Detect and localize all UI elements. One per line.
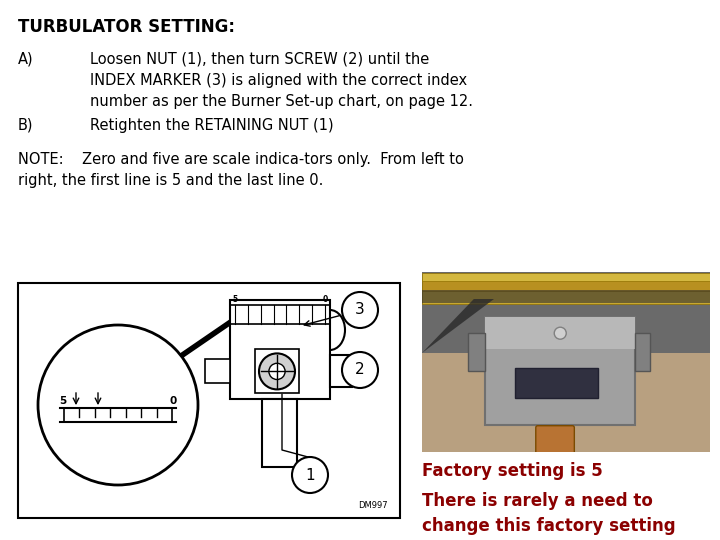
Text: Loosen NUT (1), then turn SCREW (2) until the
INDEX MARKER (3) is aligned with t: Loosen NUT (1), then turn SCREW (2) unti… [90, 52, 473, 109]
Bar [516, 368, 598, 398]
Bar [18, 283, 400, 518]
Bar [205, 360, 230, 383]
Text: 3: 3 [355, 302, 365, 318]
Text: TURBULATOR SETTING:: TURBULATOR SETTING: [18, 18, 235, 36]
Circle shape [292, 457, 328, 493]
Text: A): A) [18, 52, 34, 67]
Bar [262, 399, 297, 467]
Text: Retighten the RETAINING NUT (1): Retighten the RETAINING NUT (1) [90, 118, 333, 133]
Text: 2: 2 [355, 362, 365, 377]
Text: Factory setting is 5: Factory setting is 5 [422, 462, 603, 480]
Circle shape [269, 363, 285, 380]
Circle shape [342, 292, 378, 328]
Bar [422, 272, 710, 353]
Circle shape [342, 352, 378, 388]
Circle shape [554, 327, 566, 339]
Text: B): B) [18, 118, 34, 133]
Text: 0: 0 [323, 295, 328, 304]
Polygon shape [422, 299, 494, 353]
Bar [485, 317, 635, 349]
Bar [422, 279, 710, 291]
Text: 5: 5 [233, 295, 238, 304]
Circle shape [38, 325, 198, 485]
Bar [255, 349, 299, 394]
Bar [422, 273, 710, 281]
Text: DM997: DM997 [359, 501, 388, 510]
Bar [422, 290, 710, 302]
Bar [468, 333, 485, 371]
Text: 0: 0 [169, 396, 176, 406]
Bar [230, 300, 330, 399]
Text: NOTE:    Zero and five are scale indica-tors only.  From left to
right, the firs: NOTE: Zero and five are scale indica-tor… [18, 152, 464, 188]
Text: 1: 1 [305, 468, 315, 483]
Bar [635, 333, 649, 371]
FancyBboxPatch shape [536, 426, 575, 454]
Circle shape [259, 353, 295, 389]
Bar [485, 317, 635, 425]
Text: There is rarely a need to
change this factory setting: There is rarely a need to change this fa… [422, 492, 675, 535]
Text: 5: 5 [59, 396, 67, 406]
Bar [330, 355, 352, 387]
Bar [422, 286, 710, 305]
